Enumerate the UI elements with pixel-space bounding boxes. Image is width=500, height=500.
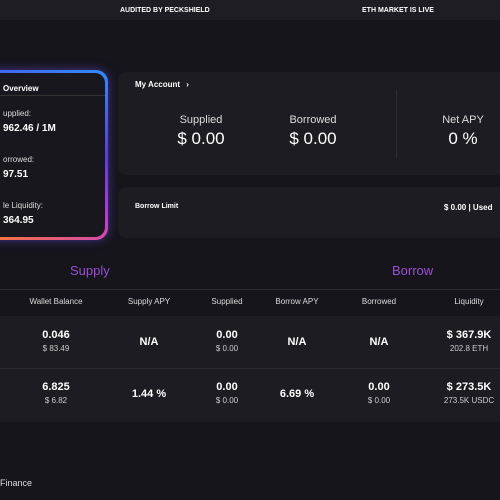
borrow-heading: Borrow: [392, 263, 434, 278]
cell-main: 0.00: [216, 329, 238, 341]
column-header: Supplied: [211, 297, 243, 306]
cell-main: $ 273.5K: [446, 381, 492, 393]
table-body: [0, 316, 500, 422]
cell-main: $ 367.9K: [446, 329, 492, 341]
cell-sub: 202.8 ETH: [449, 344, 489, 353]
borrow-limit-card: Borrow Limit $ 0.00 | Used: [118, 187, 500, 238]
cell-sub: 273.5K USDC: [443, 396, 495, 405]
supply-heading: Supply: [70, 263, 110, 278]
table-cell: 0.00 $ 0.00: [182, 381, 272, 405]
table-cell: N/A: [334, 336, 424, 348]
account-link[interactable]: My Account ›: [135, 80, 189, 89]
footer-brand: Finance: [0, 478, 33, 488]
borrow-limit-value: $ 0.00 | Used: [444, 203, 493, 212]
column-header: Supply APY: [127, 297, 171, 306]
cell-main: 1.44 %: [131, 388, 167, 400]
account-card: My Account › Supplied $ 0.00 Borrowed $ 0.0…: [118, 72, 500, 175]
table-cell: $ 273.5K 273.5K USDC: [424, 381, 500, 405]
cell-main: 6.825: [42, 381, 70, 393]
cell-main: N/A: [369, 336, 389, 348]
table-cell: N/A: [252, 336, 342, 348]
account-stat-label: Borrowed: [289, 114, 337, 126]
cell-sub: $ 83.49: [42, 344, 70, 353]
account-stat-value: 0 %: [448, 129, 478, 148]
table-cell: N/A: [104, 336, 194, 348]
table-cell: 1.44 %: [104, 388, 194, 400]
overview-value: 97.51: [3, 169, 29, 180]
column-header: Borrowed: [361, 297, 397, 306]
cell-sub: $ 0.00: [215, 344, 239, 353]
table-cell: 6.825 $ 6.82: [11, 381, 101, 405]
account-stat-value: $ 0.00: [289, 129, 337, 148]
market-notice: ETH MARKET IS LIVE: [362, 7, 434, 14]
overview-value: 364.95: [3, 215, 34, 226]
account-title: My Account: [135, 80, 181, 89]
cell-main: 0.00: [216, 381, 238, 393]
overview-value: 962.46 / 1M: [3, 123, 56, 134]
table-cell: $ 367.9K 202.8 ETH: [424, 329, 500, 353]
borrow-limit-label: Borrow Limit: [135, 203, 179, 210]
column-header: Wallet Balance: [29, 297, 83, 306]
column-header: Liquidity: [454, 297, 484, 306]
cell-main: 0.046: [42, 329, 70, 341]
top-bar: AUDITED BY PECKSHIELD ETH MARKET IS LIVE: [0, 0, 500, 20]
account-stat-label: Net APY: [442, 114, 484, 126]
cell-sub: $ 0.00: [215, 396, 239, 405]
cell-main: N/A: [139, 336, 159, 348]
cell-main: 0.00: [368, 381, 390, 393]
table-cell: 0.00 $ 0.00: [182, 329, 272, 353]
account-stat-label: Supplied: [179, 114, 223, 126]
overview-label: upplied:: [3, 109, 32, 118]
table-cell: 0.046 $ 83.49: [11, 329, 101, 353]
cell-sub: $ 6.82: [44, 396, 68, 405]
account-stat-value: $ 0.00: [177, 129, 225, 148]
cell-sub: $ 0.00: [367, 396, 391, 405]
overview-card: Overview upplied: 962.46 / 1M orrowed: 9…: [0, 70, 108, 240]
table-cell: 6.69 %: [252, 388, 342, 400]
audit-notice: AUDITED BY PECKSHIELD: [120, 7, 210, 14]
overview-label: le Liquidity:: [3, 201, 44, 210]
table-cell: 0.00 $ 0.00: [334, 381, 424, 405]
cell-main: 6.69 %: [279, 388, 315, 400]
column-header: Borrow APY: [275, 297, 319, 306]
cell-main: N/A: [287, 336, 307, 348]
overview-label: orrowed:: [3, 155, 35, 164]
overview-title: Overview: [3, 84, 39, 93]
